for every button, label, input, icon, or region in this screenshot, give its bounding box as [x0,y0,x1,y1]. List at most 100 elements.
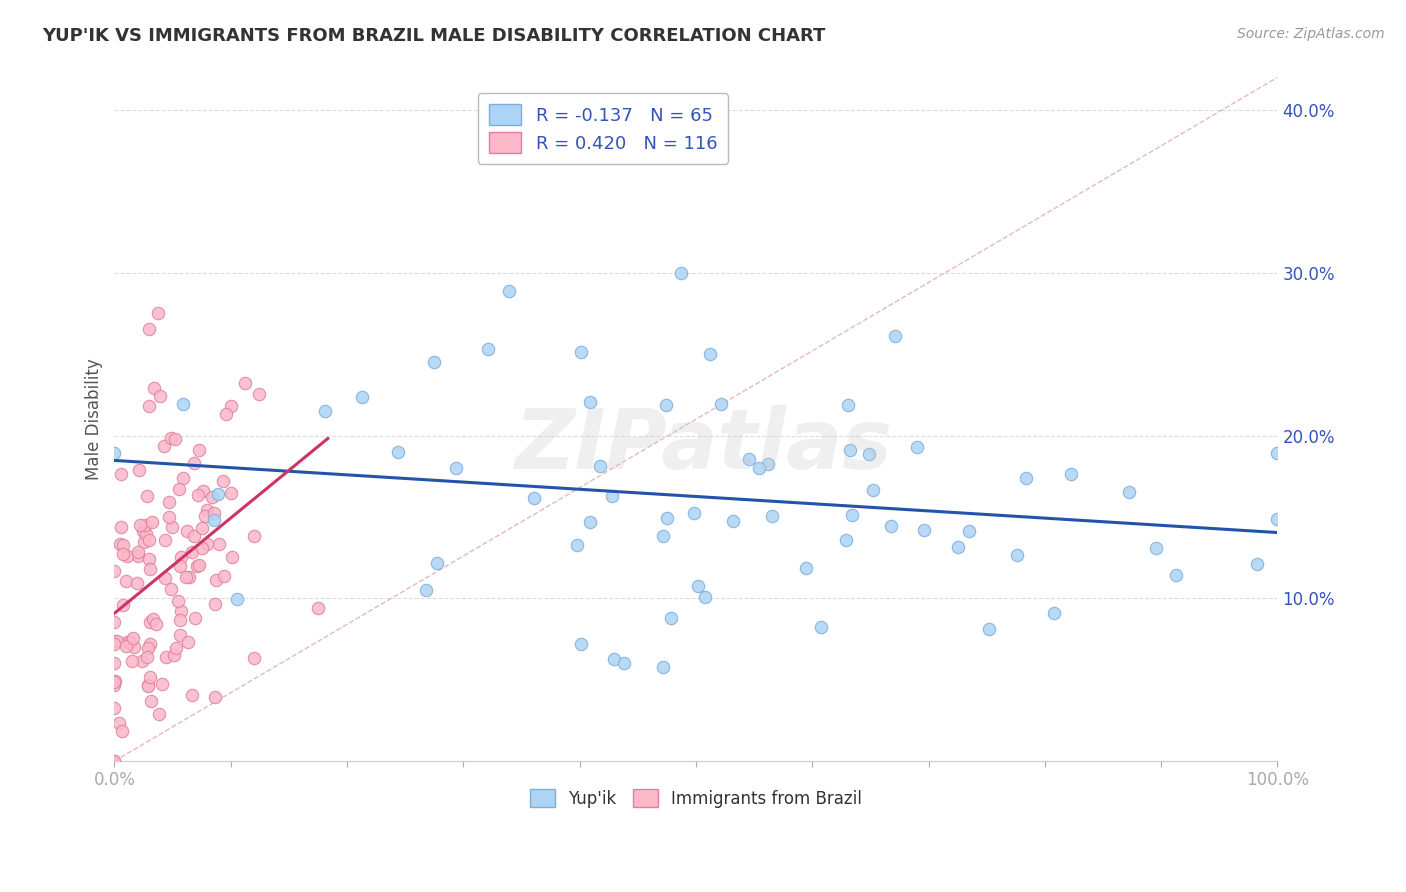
Point [387,444,409,458]
Point [841,508,863,522]
Point [756,457,779,471]
Point [1164,568,1187,582]
Point [149,389,172,403]
Point [131,654,153,668]
Point [128,518,150,533]
Point [135,650,157,665]
Point [117,549,139,563]
Point [710,397,733,411]
Point [103,634,125,648]
Point [115,574,138,588]
Point [139,562,162,576]
Point [207,487,229,501]
Point [138,533,160,547]
Legend: Yup'ik, Immigrants from Brazil: Yup'ik, Immigrants from Brazil [523,783,869,814]
Point [202,513,225,527]
Point [188,558,211,573]
Point [110,537,132,551]
Point [212,474,235,488]
Point [208,537,231,551]
Point [912,524,935,538]
Point [613,657,636,671]
Point [477,343,499,357]
Point [134,535,156,549]
Point [170,550,193,565]
Point [243,529,266,543]
Point [184,611,207,625]
Point [1267,512,1289,526]
Point [160,582,183,596]
Point [1144,541,1167,555]
Point [862,483,884,497]
Point [172,471,194,485]
Point [1043,606,1066,620]
Point [103,754,125,768]
Point [120,635,142,649]
Point [688,579,710,593]
Point [837,398,859,412]
Point [695,590,717,604]
Point [135,526,157,541]
Point [884,329,907,343]
Point [145,616,167,631]
Point [907,440,929,454]
Point [139,670,162,684]
Point [682,506,704,520]
Point [415,583,437,598]
Point [661,611,683,625]
Point [127,545,149,559]
Point [204,690,226,704]
Point [957,524,980,538]
Point [138,679,160,693]
Point [169,482,191,496]
Point [195,537,218,551]
Point [655,511,678,525]
Point [142,612,165,626]
Point [162,648,184,663]
Point [136,641,159,656]
Point [139,637,162,651]
Point [201,490,224,504]
Point [125,576,148,591]
Point [1060,467,1083,481]
Point [167,594,190,608]
Point [183,529,205,543]
Point [578,516,600,530]
Point [153,571,176,585]
Point [314,404,336,418]
Point [498,284,520,298]
Point [187,488,209,502]
Point [103,678,125,692]
Point [655,399,678,413]
Point [103,674,125,689]
Point [157,510,180,524]
Point [183,456,205,470]
Point [193,483,215,498]
Point [202,506,225,520]
Point [141,694,163,708]
Point [155,533,177,548]
Point [114,639,136,653]
Point [247,387,270,401]
Text: ZIPatlas: ZIPatlas [515,406,891,486]
Point [603,652,626,666]
Point [221,550,243,565]
Point [221,400,243,414]
Point [180,545,202,559]
Point [1246,558,1268,572]
Point [176,524,198,538]
Point [651,529,673,543]
Point [169,613,191,627]
Point [136,678,159,692]
Point [169,558,191,573]
Point [121,654,143,668]
Point [426,556,449,570]
Point [219,486,242,500]
Point [569,637,592,651]
Point [444,461,467,475]
Point [165,433,187,447]
Point [139,615,162,629]
Point [105,633,128,648]
Point [225,591,247,606]
Point [738,451,761,466]
